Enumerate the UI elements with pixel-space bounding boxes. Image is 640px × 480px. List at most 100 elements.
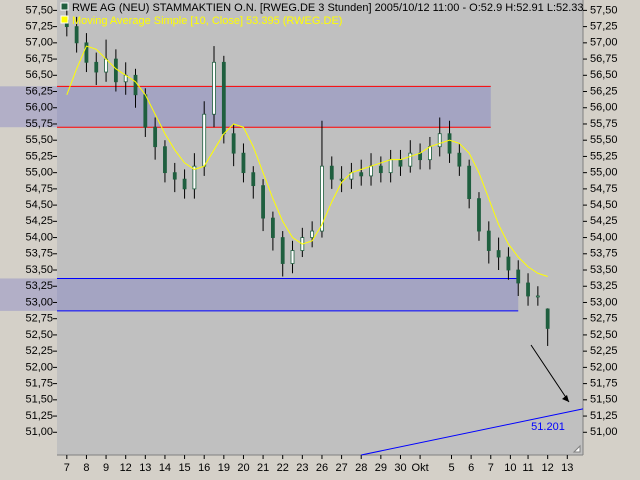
candle-body <box>94 61 99 73</box>
x-tick-label: 6 <box>468 462 474 474</box>
y-tick-label: 52,25 <box>25 345 53 357</box>
y-tick-label: 51,00 <box>590 426 618 438</box>
x-tick-label: 21 <box>257 462 269 474</box>
x-tick-label: 15 <box>178 462 190 474</box>
y-tick-label: 52,50 <box>590 329 618 341</box>
y-tick-label: 57,50 <box>25 4 53 16</box>
y-tick-label: 52,00 <box>590 361 618 373</box>
candle-body <box>251 172 256 187</box>
resize-grip <box>572 444 581 453</box>
x-tick-label: 13 <box>561 462 573 474</box>
candle-body <box>378 165 383 174</box>
y-tick-label: 54,75 <box>25 183 53 195</box>
legend-swatch <box>60 2 69 11</box>
x-tick-label: 27 <box>335 462 347 474</box>
x-tick-label: 5 <box>448 462 454 474</box>
y-tick-label: 53,00 <box>590 296 618 308</box>
candle-body <box>535 295 540 298</box>
x-tick-label: 30 <box>394 462 406 474</box>
x-tick-label: 13 <box>139 462 151 474</box>
y-tick-label: 52,75 <box>25 313 53 325</box>
y-tick-label: 57,00 <box>590 37 618 49</box>
candle-body <box>477 198 481 232</box>
candle-body <box>261 185 265 219</box>
candle-body <box>84 42 89 63</box>
y-tick-label: 51,50 <box>590 394 618 406</box>
candle-body <box>133 74 138 96</box>
y-tick-label: 54,50 <box>590 199 618 211</box>
y-tick-label: 54,25 <box>25 215 53 227</box>
y-tick-label: 52,50 <box>25 329 53 341</box>
candle-body <box>369 165 373 177</box>
candle-body <box>398 159 403 167</box>
candle-body <box>310 230 315 238</box>
y-tick-label: 56,25 <box>590 85 618 97</box>
x-tick-label: 7 <box>64 462 70 474</box>
y-tick-label: 51,75 <box>25 378 53 390</box>
trendline <box>361 408 584 456</box>
y-tick-label: 55,75 <box>25 118 53 130</box>
x-tick-label: 16 <box>198 462 210 474</box>
y-tick-label: 57,25 <box>25 21 53 33</box>
y-tick-label: 51,25 <box>590 410 618 422</box>
x-tick-label: 8 <box>83 462 89 474</box>
candle-body <box>457 152 462 167</box>
y-tick-label: 54,50 <box>25 199 53 211</box>
x-tick-label: 12 <box>120 462 132 474</box>
y-tick-label: 51,75 <box>590 378 618 390</box>
zone <box>0 86 491 128</box>
candle-body <box>467 165 472 200</box>
candle-body <box>182 178 187 190</box>
y-tick-label: 55,75 <box>590 118 618 130</box>
candle-body <box>506 256 511 271</box>
candle-body <box>241 152 246 174</box>
y-tick-label: 57,00 <box>25 37 53 49</box>
y-tick-label: 53,50 <box>25 264 53 276</box>
y-tick-label: 51,00 <box>25 426 53 438</box>
y-tick-label: 51,25 <box>25 410 53 422</box>
candle-body <box>270 217 275 238</box>
candle-body <box>320 165 324 232</box>
y-tick-label: 53,75 <box>25 248 53 260</box>
y-tick-label: 52,25 <box>590 345 618 357</box>
y-tick-label: 56,50 <box>590 69 618 81</box>
y-tick-label: 54,25 <box>590 215 618 227</box>
y-tick-label: 55,00 <box>25 167 53 179</box>
trendline-label: 51.201 <box>531 421 565 433</box>
candle-body <box>516 269 521 284</box>
y-tick-label: 53,75 <box>590 248 618 260</box>
y-tick-label: 56,75 <box>590 53 618 65</box>
candle-body <box>163 146 167 174</box>
candle-body <box>153 126 158 148</box>
candle-body <box>496 250 501 258</box>
x-tick-label: 9 <box>103 462 109 474</box>
y-tick-label: 54,75 <box>590 183 618 195</box>
y-tick-label: 54,00 <box>590 231 618 243</box>
candle-body <box>437 133 442 148</box>
legend-label: Moving Average Simple [10, Close] 53.395… <box>72 15 342 27</box>
y-tick-label: 55,00 <box>590 167 618 179</box>
x-tick-label: 7 <box>488 462 494 474</box>
candle-body <box>339 178 344 181</box>
x-tick-label: 20 <box>237 462 249 474</box>
y-tick-label: 54,00 <box>25 231 53 243</box>
y-tick-label: 53,50 <box>590 264 618 276</box>
y-tick-label: 52,75 <box>590 313 618 325</box>
arrow-head <box>562 395 569 402</box>
x-tick-label: 11 <box>522 462 533 474</box>
x-tick-label: 19 <box>218 462 230 474</box>
candle-body <box>545 308 550 329</box>
candle-body <box>212 61 216 115</box>
y-tick-label: 53,25 <box>590 280 618 292</box>
candle-body <box>290 250 295 264</box>
candle-body <box>202 113 207 167</box>
candle-body <box>408 152 413 167</box>
chart-title: RWE AG (NEU) STAMMAKTIEN O.N. [RWEG.DE 3… <box>72 2 584 14</box>
y-tick-label: 55,25 <box>25 150 53 162</box>
x-tick-label: 23 <box>296 462 308 474</box>
candle-body <box>418 152 422 161</box>
candle-body <box>172 172 177 180</box>
y-tick-label: 57,25 <box>590 21 618 33</box>
candle-body <box>447 133 452 154</box>
